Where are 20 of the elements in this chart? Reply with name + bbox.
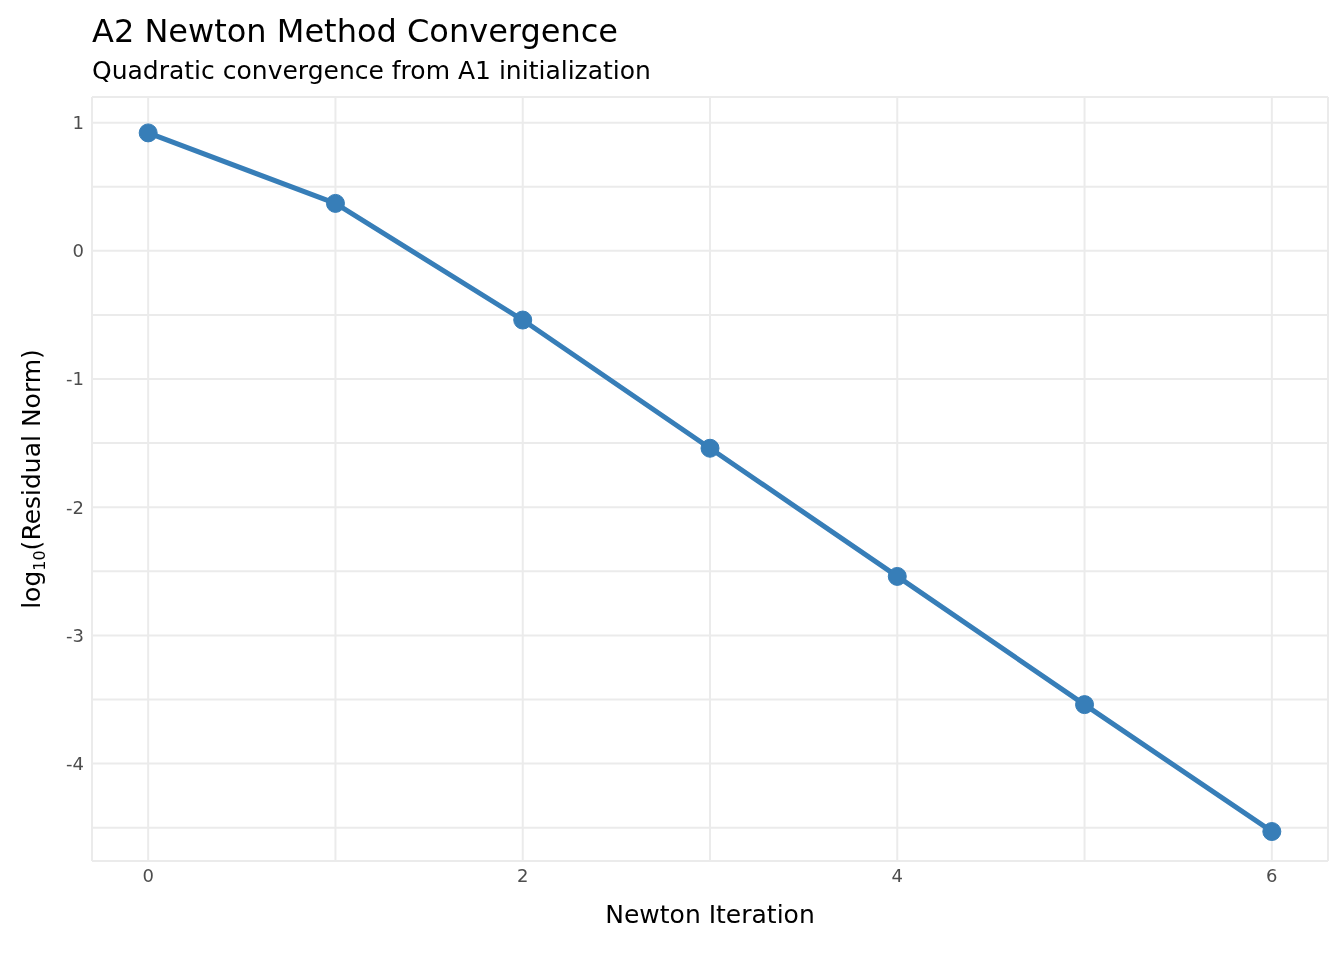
point [1075, 695, 1095, 715]
x-tick-label: 4 [891, 864, 903, 886]
y-tick-label: -2 [66, 496, 84, 518]
x-tick-label: 6 [1266, 864, 1278, 886]
x-tick-label: 0 [142, 864, 154, 886]
x-tick-label: 2 [517, 864, 529, 886]
y-tick-label: -4 [66, 752, 84, 774]
y-tick-label: -1 [66, 368, 84, 390]
point [887, 566, 907, 586]
y-tick-label: -3 [66, 624, 84, 646]
point [1262, 822, 1282, 842]
chart-subtitle: Quadratic convergence from A1 initialization [91, 55, 652, 85]
y-tick-label: 1 [72, 112, 84, 134]
point [513, 310, 533, 330]
point [700, 438, 720, 458]
y-tick-label: 0 [72, 240, 84, 262]
chart-title: A2 Newton Method Convergence [91, 11, 619, 50]
point [325, 193, 345, 213]
x-axis-title: Newton Iteration [605, 900, 815, 929]
point [138, 123, 158, 143]
